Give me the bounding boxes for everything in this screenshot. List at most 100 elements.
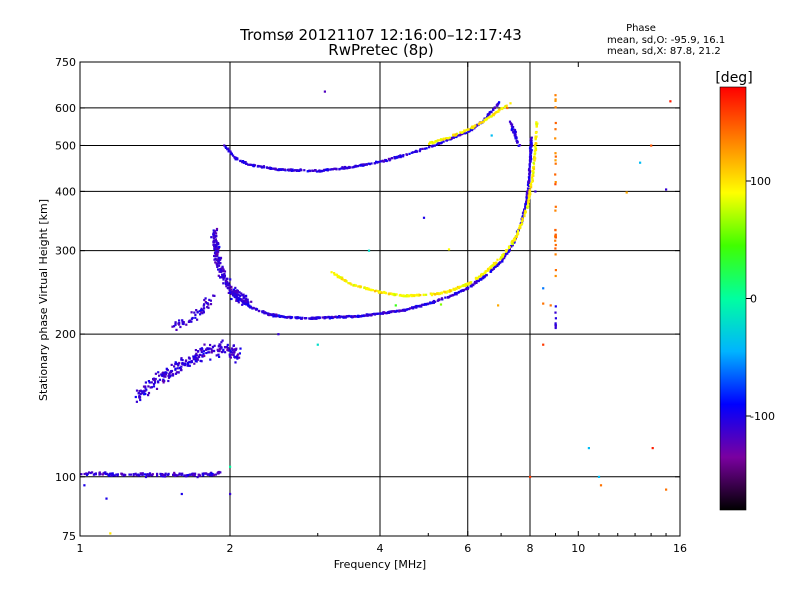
echo-point: [388, 292, 391, 295]
echo-point: [406, 294, 409, 297]
echo-point: [244, 298, 247, 301]
echo-point: [298, 169, 301, 172]
echo-point: [419, 148, 422, 151]
x-tick-label: 4: [377, 542, 384, 555]
echo-point: [113, 474, 116, 477]
echo-point: [524, 209, 527, 212]
echo-point: [218, 350, 221, 353]
echo-point: [230, 353, 233, 356]
echo-point: [665, 488, 668, 491]
echo-point: [532, 167, 535, 170]
echo-point: [495, 111, 498, 114]
echo-point: [230, 347, 234, 350]
echo-point: [554, 121, 557, 125]
echo-point: [431, 301, 434, 304]
echo-point: [440, 138, 443, 141]
echo-point: [325, 168, 328, 171]
echo-point: [138, 396, 141, 399]
echo-point: [231, 351, 234, 354]
echo-point: [208, 473, 211, 476]
echo-point: [499, 258, 502, 261]
echo-point: [201, 472, 204, 475]
echo-point: [203, 303, 206, 306]
echo-point: [651, 447, 654, 450]
echo-point: [554, 233, 557, 236]
echo-point: [362, 164, 365, 167]
echo-point: [249, 306, 252, 309]
echo-point: [211, 472, 214, 475]
echo-point: [343, 165, 346, 169]
echo-point: [554, 247, 557, 250]
echo-point: [162, 381, 165, 384]
echo-point: [218, 262, 221, 265]
echo-point: [508, 120, 512, 123]
echo-point: [366, 314, 369, 317]
echo-point: [542, 302, 545, 305]
echo-point: [455, 135, 458, 138]
echo-point: [294, 169, 297, 172]
echo-point: [258, 165, 261, 168]
echo-point: [152, 383, 156, 386]
echo-point: [453, 288, 456, 291]
echo-point: [347, 282, 350, 285]
echo-point: [477, 279, 480, 282]
echo-point: [243, 302, 246, 305]
echo-point: [207, 351, 210, 354]
phase-o-stats: mean, sd,O: -95.9, 16.1: [607, 35, 725, 46]
echo-point: [524, 206, 527, 209]
echo-point: [116, 473, 119, 476]
echo-point: [485, 274, 488, 277]
echo-point: [382, 160, 385, 163]
echo-point: [447, 290, 450, 293]
echo-point: [361, 314, 364, 317]
x-tick-label: 10: [571, 542, 585, 555]
echo-point: [233, 295, 236, 298]
echo-point: [323, 169, 326, 172]
echo-point: [492, 267, 495, 270]
echo-point: [229, 350, 233, 354]
echo-point: [174, 367, 177, 370]
echo-point: [195, 357, 199, 360]
echo-point: [185, 323, 188, 326]
echo-point: [200, 349, 203, 352]
echo-point: [219, 270, 222, 273]
echo-point: [229, 356, 232, 359]
echo-point: [217, 259, 220, 262]
echo-point: [432, 144, 435, 147]
echo-point: [145, 473, 148, 477]
echo-point: [156, 472, 159, 475]
echo-point: [457, 286, 460, 290]
echo-point: [216, 265, 219, 268]
echo-point: [235, 355, 238, 358]
echo-point: [549, 304, 552, 307]
echo-point: [281, 168, 284, 171]
echo-point: [290, 316, 293, 319]
echo-point: [509, 122, 512, 125]
echo-point: [217, 349, 220, 353]
echo-point: [339, 276, 342, 279]
echo-point: [109, 532, 112, 535]
echo-point: [348, 165, 351, 169]
echo-point: [316, 343, 319, 346]
echo-point: [508, 249, 511, 252]
echo-point: [129, 473, 132, 476]
echo-point: [529, 156, 532, 159]
echo-point: [435, 143, 438, 146]
echo-point: [447, 248, 451, 251]
echo-point: [202, 311, 205, 314]
echo-point: [516, 231, 519, 234]
echo-point: [440, 291, 444, 295]
echo-point: [405, 153, 408, 156]
echo-point: [158, 378, 161, 381]
echo-point: [203, 343, 206, 346]
echo-point: [483, 118, 486, 122]
echo-point: [370, 162, 373, 165]
echo-point: [515, 235, 518, 238]
echo-point: [411, 306, 414, 310]
echo-point: [287, 168, 290, 171]
echo-point: [144, 392, 147, 396]
echo-point: [279, 168, 283, 171]
echo-point: [527, 200, 530, 203]
echo-point: [204, 348, 208, 351]
echo-point: [164, 472, 167, 475]
